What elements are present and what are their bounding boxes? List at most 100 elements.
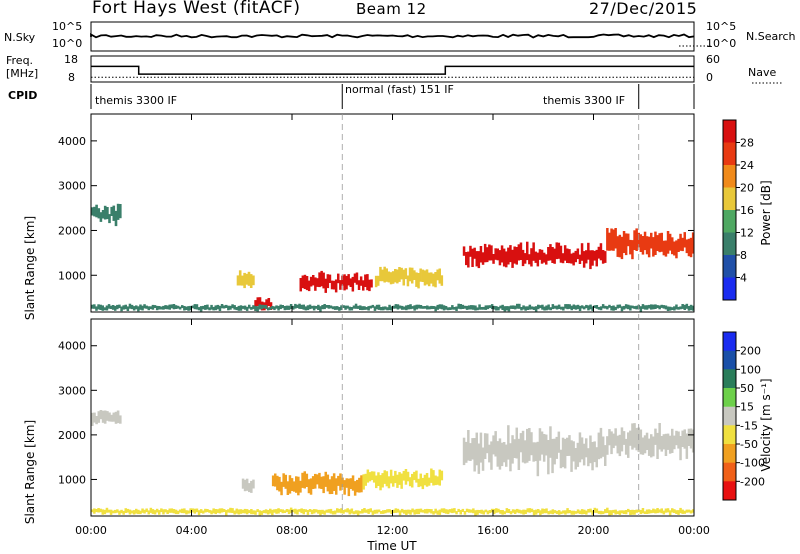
heatmap-cell [91,412,94,426]
heatmap-cell [455,306,458,311]
heatmap-cell [639,306,643,312]
heatmap-cell [432,306,435,309]
heatmap-cell [534,509,538,515]
heatmap-cell [248,304,251,309]
heatmap-cell [394,269,397,283]
heatmap-cell [675,510,678,514]
colorbar-swatch [723,165,736,188]
heatmap-cell [484,305,488,310]
heatmap-cell [430,468,433,483]
heatmap-cell [530,248,533,267]
heatmap-cell [465,252,468,266]
sky-tick-top: 10^5 [52,20,83,33]
heatmap-cell [633,306,636,309]
heatmap-cell [101,509,104,515]
cpid-segment-2: normal (fast) 151 IF [345,83,454,96]
heatmap-cell [475,432,478,466]
heatmap-cell [233,305,236,310]
heatmap-cell [513,246,516,264]
heatmap-cell [236,275,240,286]
heatmap-cell [298,303,301,309]
heatmap-cell [478,510,481,514]
heatmap-cell [330,280,334,290]
heatmap-cell [128,509,132,515]
heatmap-cell [557,510,561,515]
heatmap-cell [166,305,169,310]
heatmap-cell [675,240,678,259]
heatmap-cell [679,507,682,514]
heatmap-cell [99,304,102,310]
heatmap-cell [311,476,315,489]
heatmap-cell [606,228,609,251]
heatmap-cell [353,273,357,283]
heatmap-cell [486,433,489,454]
heatmap-cell [266,510,270,515]
heatmap-cell [572,510,576,515]
heatmap-cell [432,511,435,515]
heatmap-cell [486,247,489,263]
heatmap-cell [578,510,582,514]
heatmap-cell [120,509,123,514]
heatmap-cell [436,269,439,281]
heatmap-cell [110,414,113,422]
heatmap-cell [415,304,418,310]
heatmap-cell [436,476,439,485]
heatmap-cell [151,509,155,514]
heatmap-cell [93,412,96,423]
heatmap-cell [225,510,228,516]
heatmap-cell [507,247,510,265]
heatmap-cell [641,236,645,255]
heatmap-cell [465,441,468,463]
heatmap-cell [616,435,619,454]
heatmap-cell [498,250,502,266]
heatmap-cell [309,478,313,495]
heatmap-cell [534,251,537,263]
heatmap-cell [202,510,205,514]
heatmap-cell [130,510,134,514]
heatmap-cell [520,510,523,514]
heatmap-cell [316,474,319,485]
heatmap-cell [650,510,653,514]
heatmap-cell [580,243,584,261]
heatmap-cell [660,436,663,452]
heatmap-cell [668,306,672,311]
heatmap-cell [566,304,569,310]
heatmap-cell [347,478,351,497]
heatmap-cell [229,305,232,310]
heatmap-cell [336,306,339,310]
heatmap-cell [488,510,492,514]
heatmap-cell [328,479,332,495]
heatmap-cell [606,507,609,513]
heatmap-cell [610,228,613,251]
heatmap-cell [122,305,125,310]
heatmap-cell [597,246,601,259]
heatmap-cell [241,478,245,489]
heatmap-cell [502,442,506,463]
search-tick-bottom: 10^0 [706,37,737,50]
y-tick-label: 1000 [58,269,86,282]
heatmap-cell [383,266,386,283]
heatmap-cell [339,280,342,290]
heatmap-cell [618,434,622,457]
heatmap-cell [583,509,586,514]
heatmap-cell [95,509,98,513]
heatmap-cell [656,235,659,251]
heatmap-cell [112,205,116,221]
heatmap-cell [650,434,653,458]
heatmap-cell [664,305,668,310]
heatmap-cell [149,507,153,513]
heatmap-cell [473,438,476,472]
heatmap-cell [582,251,586,268]
heatmap-cell [507,425,510,460]
heatmap-cell [593,305,596,308]
heatmap-cell [595,305,599,309]
heatmap-cell [689,304,693,311]
heatmap-cell [187,510,190,514]
cpid-label: CPID [8,89,38,102]
heatmap-cell [346,508,349,513]
heatmap-cell [668,510,672,516]
heatmap-cell [377,472,380,486]
heatmap-cell [413,509,416,515]
heatmap-cell [116,304,119,310]
heatmap-cell [178,306,182,310]
